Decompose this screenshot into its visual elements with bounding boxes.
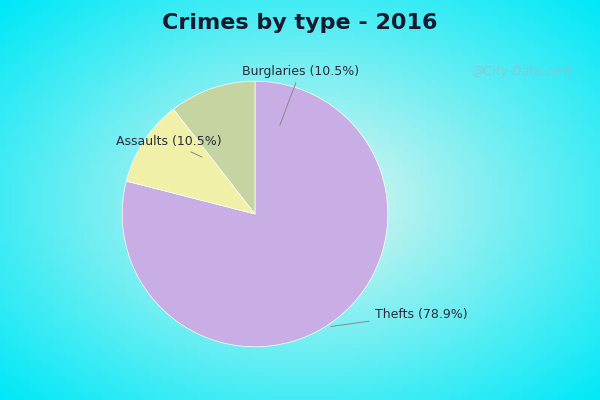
Text: Assaults (10.5%): Assaults (10.5%) bbox=[116, 135, 221, 157]
Wedge shape bbox=[122, 81, 388, 347]
Text: Thefts (78.9%): Thefts (78.9%) bbox=[331, 308, 467, 326]
Text: Burglaries (10.5%): Burglaries (10.5%) bbox=[242, 64, 359, 125]
Text: @City-Data.com: @City-Data.com bbox=[472, 66, 572, 78]
Text: Crimes by type - 2016: Crimes by type - 2016 bbox=[162, 13, 438, 33]
Wedge shape bbox=[173, 81, 255, 214]
Wedge shape bbox=[127, 109, 255, 214]
